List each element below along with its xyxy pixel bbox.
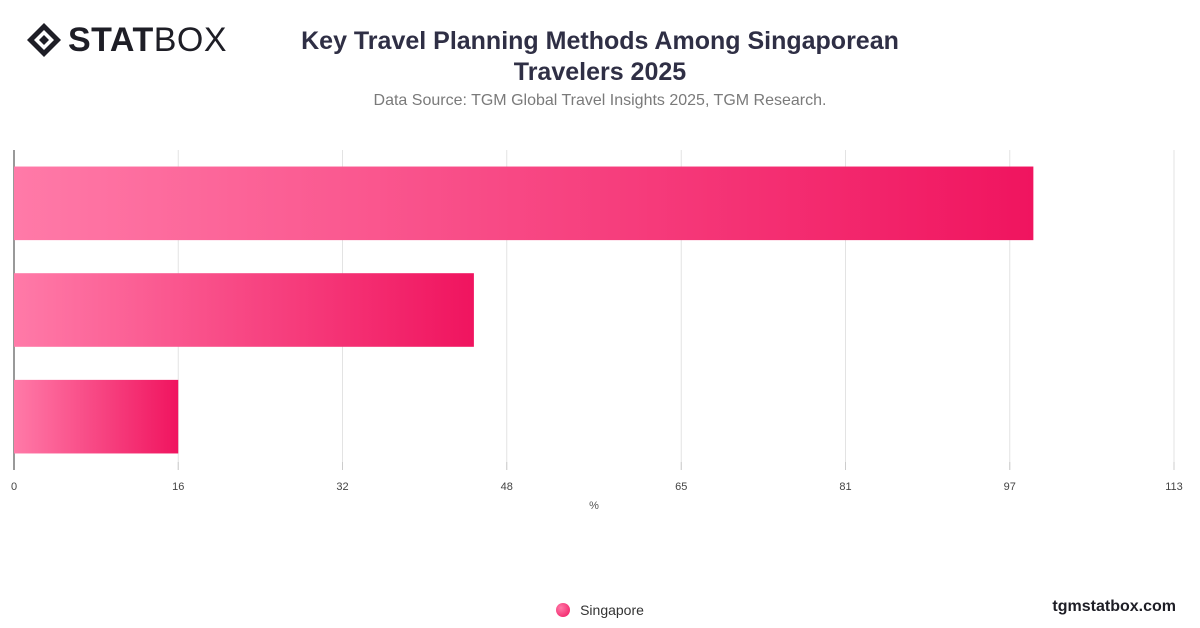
website-watermark: tgmstatbox.com xyxy=(1052,598,1176,615)
bar-singapore xyxy=(14,273,474,347)
x-tick-label: 113 xyxy=(1165,481,1183,493)
x-tick-label: 81 xyxy=(839,481,851,493)
x-tick-label: 97 xyxy=(1004,481,1016,493)
logo-text-light: BOX xyxy=(153,21,228,59)
x-axis-label: % xyxy=(589,500,599,512)
bar-singapore xyxy=(14,379,179,454)
x-tick-label: 48 xyxy=(501,481,513,493)
x-tick-label: 0 xyxy=(11,481,17,493)
legend-label: Singapore xyxy=(580,602,644,618)
statbox-diamond-icon xyxy=(27,23,61,57)
chart-title: Key Travel Planning Methods Among Singap… xyxy=(301,27,899,86)
logo-text-bold: STAT xyxy=(68,21,154,59)
legend-swatch xyxy=(556,603,571,617)
x-tick-label: 32 xyxy=(336,481,348,493)
bar-singapore xyxy=(14,166,1034,241)
legend[interactable]: Singapore xyxy=(0,602,1200,618)
x-tick-label: 16 xyxy=(172,481,184,493)
logo-text: STATBOX xyxy=(68,23,227,57)
chart-subtitle: Data Source: TGM Global Travel Insights … xyxy=(373,92,827,109)
statbox-logo: STATBOX xyxy=(26,22,227,58)
x-tick-label: 65 xyxy=(675,481,687,493)
